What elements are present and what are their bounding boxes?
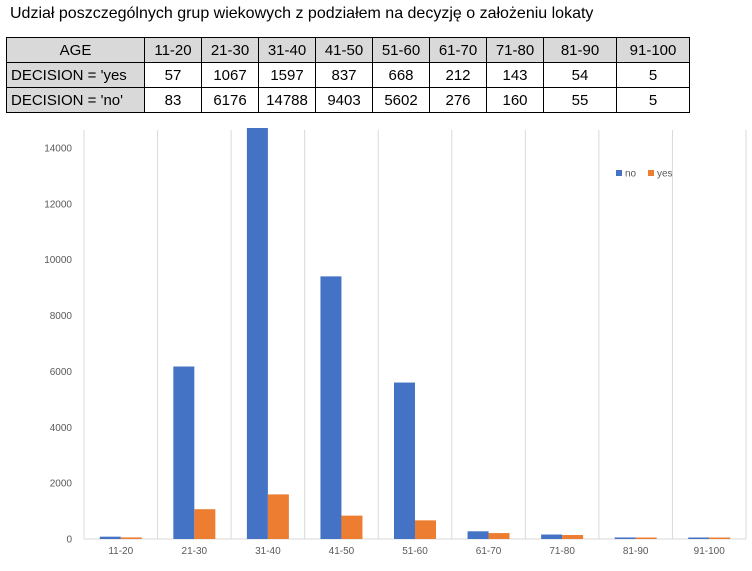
table-row-label: DECISION = 'yes xyxy=(6,62,145,88)
x-tick-label: 31-40 xyxy=(255,546,281,557)
legend-swatch-yes xyxy=(648,170,654,176)
table-header-label: AGE xyxy=(6,37,145,63)
table-cell: 276 xyxy=(429,87,487,113)
y-tick-label: 8000 xyxy=(50,311,73,322)
bar-yes xyxy=(709,537,731,539)
bar-yes xyxy=(415,520,436,539)
table-row-no: DECISION = 'no' 83 6176 14788 9403 5602 … xyxy=(6,87,690,113)
table-cell: 212 xyxy=(429,62,487,88)
table-cell: 837 xyxy=(315,62,373,88)
data-table: AGE 11-20 21-30 31-40 41-50 51-60 61-70 … xyxy=(6,37,690,113)
bar-yes xyxy=(120,537,142,539)
bar-yes xyxy=(635,537,657,539)
table-cell: 14788 xyxy=(258,87,316,113)
table-cell: 5602 xyxy=(372,87,430,113)
table-header-cell: 11-20 xyxy=(144,37,202,63)
x-tick-label: 91-100 xyxy=(694,546,726,557)
x-tick-label: 41-50 xyxy=(329,546,355,557)
legend-swatch-no xyxy=(616,170,622,176)
table-row-yes: DECISION = 'yes 57 1067 1597 837 668 212… xyxy=(6,62,690,88)
table-header-cell: 41-50 xyxy=(315,37,373,63)
x-tick-label: 71-80 xyxy=(549,546,575,557)
bar-no xyxy=(467,531,489,539)
bar-no xyxy=(320,276,342,539)
table-header-cell: 31-40 xyxy=(258,37,316,63)
table-cell: 83 xyxy=(144,87,202,113)
x-tick-label: 81-90 xyxy=(623,546,649,557)
bar-no xyxy=(614,537,636,539)
table-header-cell: 81-90 xyxy=(543,37,617,63)
bar-yes xyxy=(562,535,584,539)
x-tick-label: 11-20 xyxy=(108,546,133,557)
table-cell: 1597 xyxy=(258,62,316,88)
table-cell: 5 xyxy=(616,62,690,88)
bar-chart: 0 2000 4000 6000 8000 10000 12000 14000 11-20 21-… xyxy=(44,128,747,557)
x-tick-label: 21-30 xyxy=(182,546,208,557)
table-cell: 57 xyxy=(144,62,202,88)
bar-yes xyxy=(488,533,510,539)
page-title: Udział poszczególnych grup wiekowych z p… xyxy=(10,5,594,22)
y-tick-label: 14000 xyxy=(44,144,72,155)
x-tick-label: 51-60 xyxy=(402,546,428,557)
legend-label-yes: yes xyxy=(657,169,673,180)
bar-no xyxy=(99,536,121,539)
y-tick-label: 12000 xyxy=(44,199,72,210)
table-header-cell: 71-80 xyxy=(486,37,544,63)
table-cell: 160 xyxy=(486,87,544,113)
table-cell: 668 xyxy=(372,62,430,88)
legend-label-no: no xyxy=(625,169,637,180)
bar-no xyxy=(394,382,415,539)
table-header-row: AGE 11-20 21-30 31-40 41-50 51-60 61-70 … xyxy=(6,37,690,63)
bar-no xyxy=(246,128,268,540)
table-cell: 9403 xyxy=(315,87,373,113)
y-tick-label: 2000 xyxy=(50,479,73,490)
table-row-label: DECISION = 'no' xyxy=(6,87,145,113)
table-cell: 143 xyxy=(486,62,544,88)
bar-no xyxy=(688,537,710,539)
bar-yes xyxy=(194,509,216,539)
y-tick-label: 0 xyxy=(66,535,72,546)
table-cell: 6176 xyxy=(201,87,259,113)
table-cell: 5 xyxy=(616,87,690,113)
bar-yes xyxy=(267,494,289,539)
table-header-cell: 61-70 xyxy=(429,37,487,63)
table-cell: 1067 xyxy=(201,62,259,88)
x-tick-label: 61-70 xyxy=(476,546,502,557)
table-header-cell: 91-100 xyxy=(616,37,690,63)
bar-no xyxy=(173,366,195,539)
table-header-cell: 21-30 xyxy=(201,37,259,63)
y-tick-label: 10000 xyxy=(44,255,72,266)
bar-yes xyxy=(341,515,363,539)
table-cell: 55 xyxy=(543,87,617,113)
bar-no xyxy=(541,534,563,539)
table-cell: 54 xyxy=(543,62,617,88)
y-tick-label: 4000 xyxy=(50,423,73,434)
table-header-cell: 51-60 xyxy=(372,37,430,63)
y-tick-label: 6000 xyxy=(50,367,73,378)
